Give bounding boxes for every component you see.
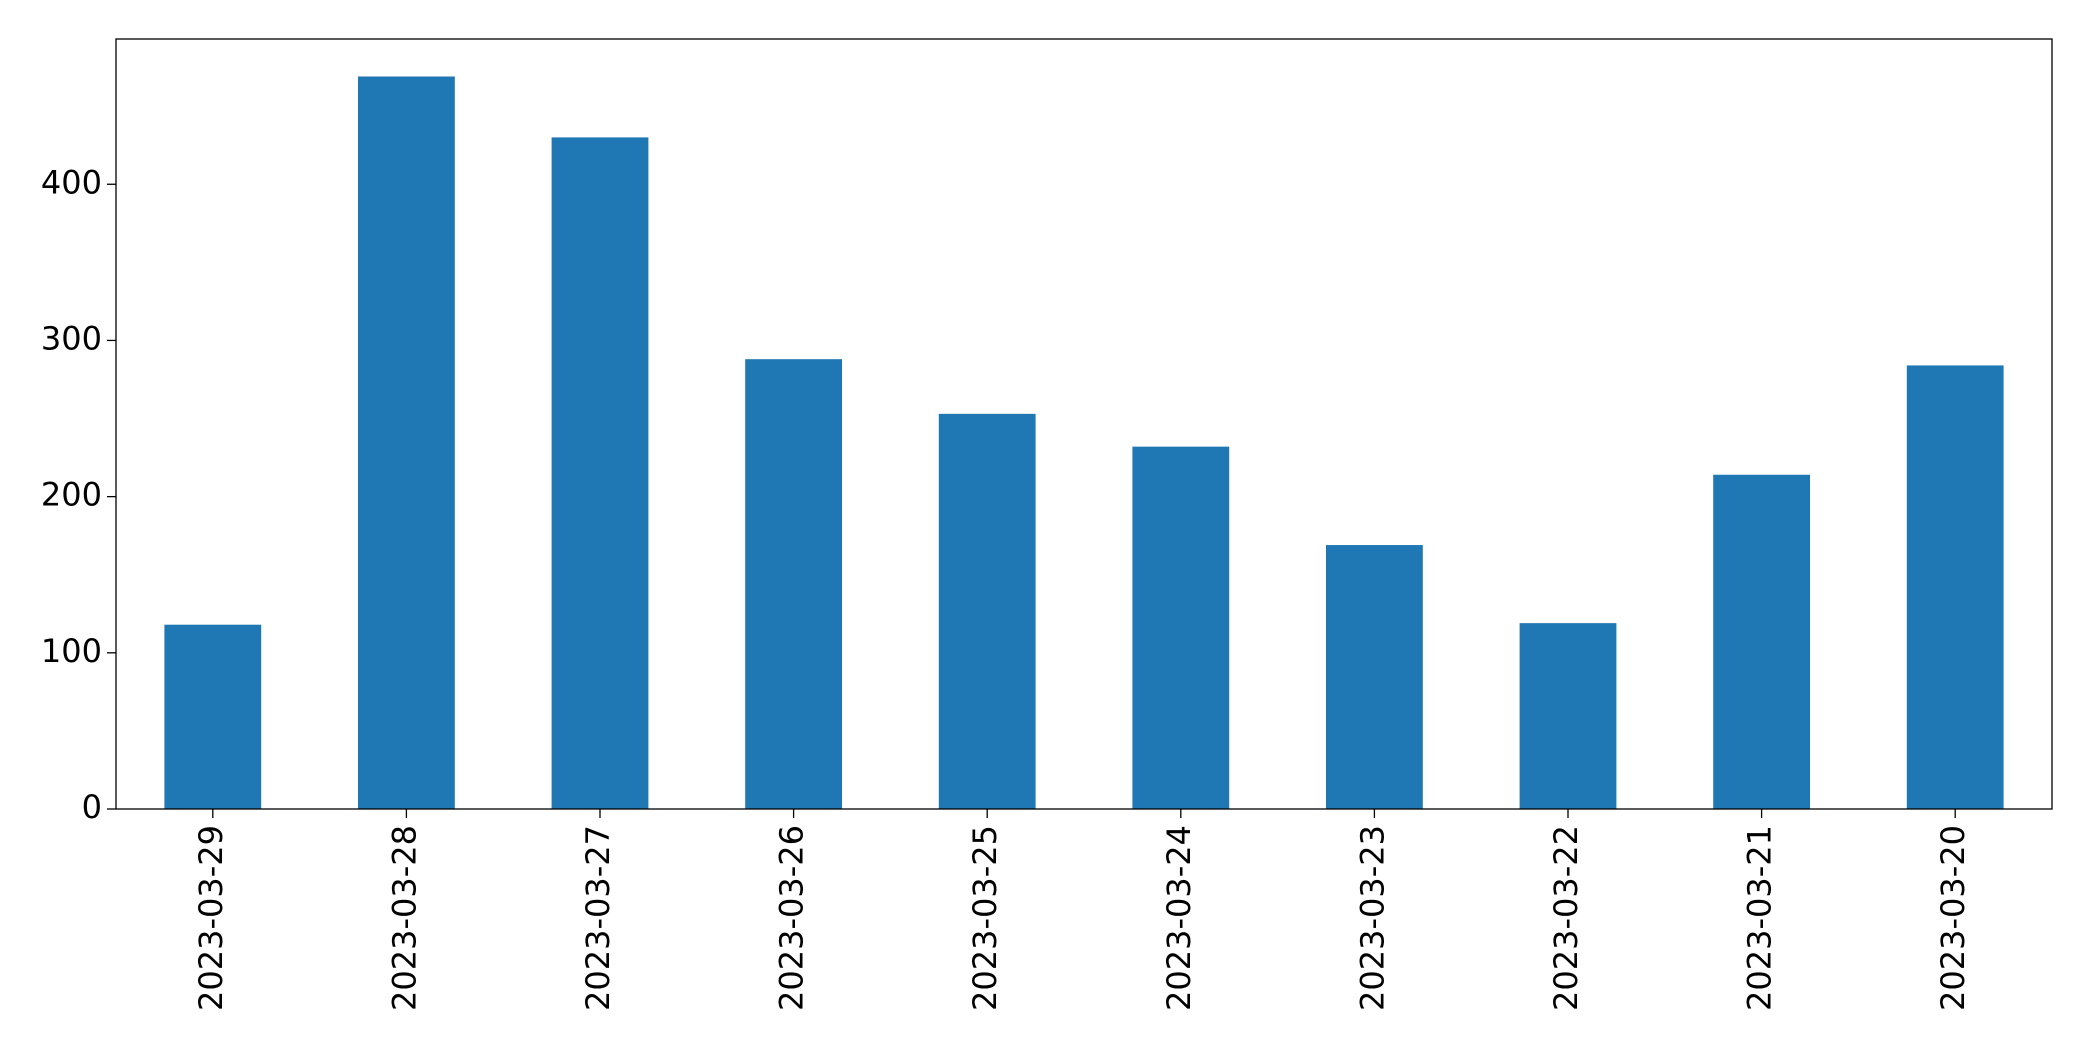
bar — [745, 359, 842, 809]
bar — [1906, 365, 2004, 809]
bar — [551, 137, 649, 809]
bar — [1132, 446, 1230, 809]
bar — [358, 76, 455, 809]
x-tick-label: 2023-03-24 — [1160, 825, 1198, 1011]
x-tick-label: 2023-03-27 — [579, 825, 617, 1011]
bar — [164, 624, 262, 809]
y-tick-label: 300 — [41, 319, 102, 357]
bar — [938, 413, 1036, 809]
y-tick-label: 100 — [41, 632, 102, 670]
y-tick-label: 0 — [82, 788, 102, 826]
bar — [1713, 474, 1810, 809]
x-tick-label: 2023-03-22 — [1547, 825, 1585, 1011]
bar — [1519, 623, 1617, 809]
bar — [1326, 545, 1423, 809]
x-tick-label: 2023-03-29 — [192, 825, 230, 1011]
x-tick-label: 2023-03-20 — [1934, 825, 1972, 1011]
x-tick-label: 2023-03-21 — [1741, 825, 1779, 1011]
y-tick-label: 200 — [41, 476, 102, 514]
y-tick-label: 400 — [41, 163, 102, 201]
x-tick-label: 2023-03-26 — [773, 825, 811, 1011]
x-tick-label: 2023-03-25 — [966, 825, 1004, 1011]
x-tick-label: 2023-03-23 — [1353, 825, 1391, 1011]
plot-frame — [115, 38, 2053, 810]
x-tick-label: 2023-03-28 — [385, 825, 423, 1011]
